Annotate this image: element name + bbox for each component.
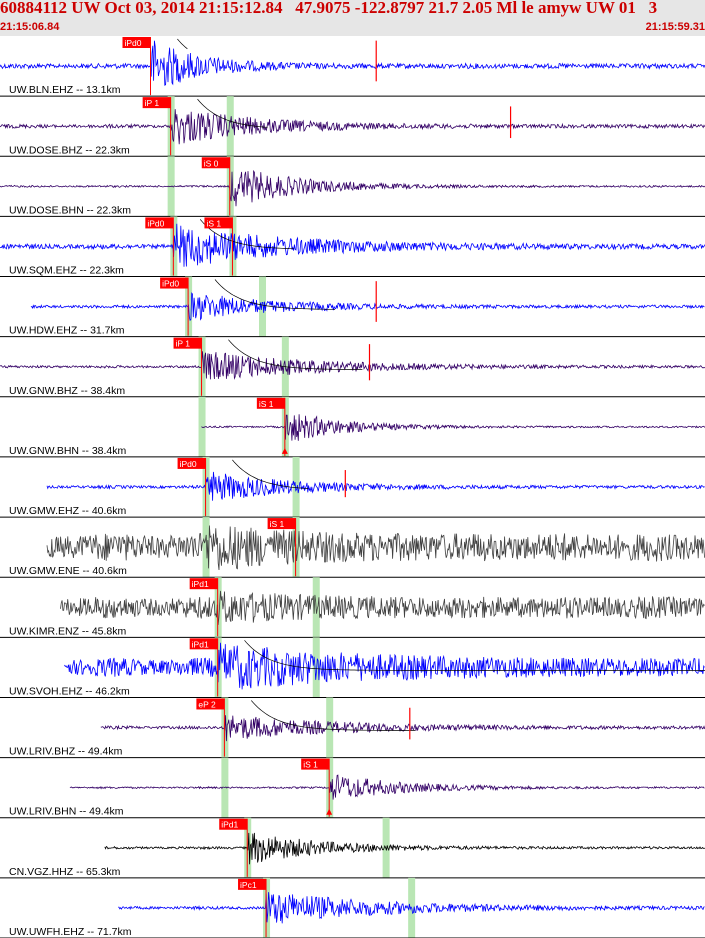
- decay-curve: [251, 700, 416, 731]
- phase-window: [259, 276, 267, 337]
- pick-flag: [256, 397, 285, 409]
- waveform: [60, 590, 705, 626]
- pick-label: iS 0: [204, 158, 219, 168]
- waveform: [0, 169, 705, 207]
- trace-row: eP 2 UW.LRIV.BHZ -- 49.4km: [0, 697, 705, 759]
- channel-label: UW.SQM.EHZ -- 22.3km: [9, 265, 124, 277]
- trace-row: iPd1 UW.KIMR.ENZ -- 45.8km: [0, 577, 705, 638]
- decay-curve: [228, 339, 363, 370]
- pick-flag: [173, 337, 202, 349]
- trace-row: iP 1 UW.GNW.BHZ -- 38.4km: [0, 336, 705, 398]
- pick-flag: [122, 37, 151, 48]
- pick-label: iP 1: [176, 339, 191, 349]
- pick-label: iP 1: [145, 98, 160, 108]
- pick-label: iS 1: [206, 218, 221, 228]
- waveform: [69, 774, 705, 800]
- phase-window: [312, 637, 320, 698]
- pick-label: iPd1: [221, 820, 238, 830]
- pick-label: iPd1: [192, 579, 209, 589]
- trace-row: iP 1 UW.DOSE.BHZ -- 22.3km: [0, 96, 705, 157]
- trace-row: iPd0 iS 1 UW.SQM.EHZ -- 22.3km: [0, 216, 705, 278]
- phase-window: [382, 817, 390, 878]
- seismogram-plot: iPd0 UW.BLN.EHZ -- 13.1km iP 1 UW.DOSE.BHZ …: [0, 37, 705, 938]
- trace-row: iS 1 UW.GNW.BHN -- 38.4km: [0, 396, 705, 458]
- trace-row: iS 1 UW.LRIV.BHN -- 49.4km: [0, 757, 705, 819]
- pick-flag: [238, 878, 267, 890]
- phase-window: [202, 517, 210, 578]
- channel-label: UW.DOSE.BHN -- 22.3km: [9, 204, 131, 216]
- channel-label: UW.DOSE.BHZ -- 22.3km: [9, 144, 130, 156]
- start-time-label: 21:15:06.84: [0, 21, 60, 33]
- pick-flag: [189, 578, 218, 590]
- pick-flag: [177, 457, 206, 469]
- pick-flag: [204, 217, 233, 229]
- waveform: [0, 109, 705, 145]
- pick-label: iPd0: [162, 279, 179, 289]
- channel-label: CN.VGZ.HHZ -- 65.3km: [9, 866, 121, 878]
- decay-curve: [199, 219, 295, 250]
- pick-label: iPc1: [240, 880, 257, 890]
- decay-curve: [214, 279, 336, 310]
- phase-window: [292, 456, 300, 518]
- trace-row: iPc1 UW.UWFH.EHZ -- 71.7km: [0, 877, 705, 938]
- pick-label: iS 1: [259, 399, 274, 409]
- channel-label: UW.GNW.BHN -- 38.4km: [9, 445, 127, 457]
- waveform: [30, 292, 705, 322]
- pick-flag: [219, 818, 248, 830]
- pick-label: iS 1: [303, 760, 318, 770]
- pick-label: iS 1: [270, 519, 285, 529]
- event-header: 60884112 UW Oct 03, 2014 21:15:12.84 47.…: [0, 0, 705, 36]
- trace-row: iPd1 CN.VGZ.HHZ -- 65.3km: [0, 817, 705, 879]
- waveform: [104, 832, 705, 865]
- channel-label: UW.BLN.EHZ -- 13.1km: [9, 84, 121, 96]
- waveform: [46, 525, 705, 571]
- channel-label: UW.GMW.EHZ -- 40.6km: [9, 505, 127, 517]
- pick-flag: [301, 758, 330, 770]
- pick-flag: [145, 217, 174, 229]
- pick-flag: [201, 157, 230, 169]
- pick-label: iPd0: [124, 38, 141, 48]
- decay-curve: [177, 38, 188, 50]
- waveform: [46, 471, 705, 501]
- trace-row: iS 1 UW.GMW.ENE -- 40.6km: [0, 517, 705, 578]
- trace-row: iPd1 UW.SVOH.EHZ -- 46.2km: [0, 637, 705, 698]
- channel-label: UW.KIMR.ENZ -- 45.8km: [9, 625, 127, 637]
- decay-curve: [232, 459, 309, 489]
- pick-label: eP 2: [198, 699, 216, 709]
- waveform: [64, 642, 705, 690]
- channel-label: UW.LRIV.BHZ -- 49.4km: [9, 746, 123, 758]
- pick-label: iPd1: [192, 639, 209, 649]
- pick-label: iPd0: [147, 218, 164, 228]
- decay-curve: [197, 98, 268, 128]
- channel-label: UW.UWFH.EHZ -- 71.7km: [9, 926, 132, 938]
- channel-label: UW.HDW.EHZ -- 31.7km: [9, 325, 125, 337]
- waveform: [201, 414, 705, 441]
- channel-label: UW.GMW.ENE -- 40.6km: [9, 565, 127, 577]
- end-time-label: 21:15:59.31: [645, 21, 705, 33]
- decay-curve: [244, 640, 705, 671]
- waveform: [0, 40, 705, 86]
- phase-window: [326, 697, 334, 758]
- trace-row: iPd0 UW.GMW.EHZ -- 40.6km: [0, 456, 705, 518]
- pick-flag: [189, 638, 218, 650]
- channel-label: UW.GNW.BHZ -- 38.4km: [9, 385, 125, 397]
- channel-label: UW.SVOH.EHZ -- 46.2km: [9, 685, 130, 697]
- channel-label: UW.LRIV.BHN -- 49.4km: [9, 806, 124, 818]
- waveform: [118, 892, 705, 924]
- pick-flag: [196, 698, 225, 710]
- pick-flag: [267, 518, 296, 530]
- pick-flag: [142, 97, 171, 109]
- pick-flag: [160, 277, 189, 289]
- waveform: [0, 351, 705, 380]
- trace-row: iS 0 UW.DOSE.BHN -- 22.3km: [0, 156, 705, 217]
- phase-window: [226, 96, 234, 157]
- pick-label: iPd0: [180, 459, 197, 469]
- waveform: [0, 223, 705, 267]
- event-title: 60884112 UW Oct 03, 2014 21:15:12.84 47.…: [0, 0, 658, 17]
- trace-row: iPd0 UW.BLN.EHZ -- 13.1km: [0, 37, 705, 97]
- trace-row: iPd0 UW.HDW.EHZ -- 31.7km: [0, 276, 705, 338]
- waveform: [100, 715, 705, 742]
